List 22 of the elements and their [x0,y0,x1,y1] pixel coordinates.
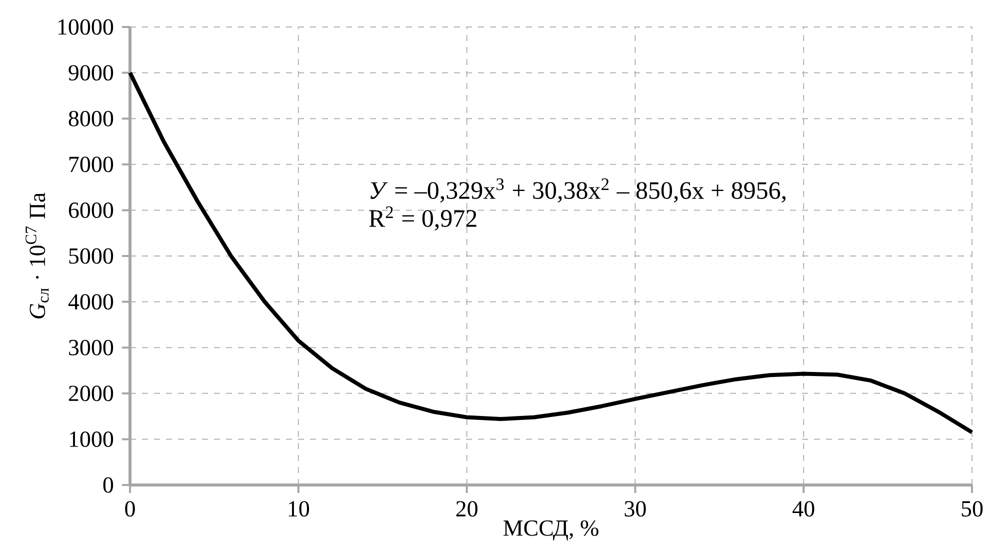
x-tick-label: 50 [962,501,983,517]
y-tick-label: 9000 [68,65,114,81]
y-tick-label: 4000 [68,294,114,310]
y-axis-title: G$_{сл}$ · 10$^{С7}$ Па [26,192,49,318]
y-tick-label: 2000 [68,386,114,402]
x-tick-label: 10 [288,501,310,517]
y-tick-label: 8000 [68,110,114,126]
x-axis-title: МССД, % [503,520,598,541]
x-tick-label: 0 [125,501,135,517]
line-series [128,70,974,434]
y-tick-label: 0 [103,477,114,493]
annotation: R$^{2}$ = 0,972 [369,206,476,231]
annotation: У = –0,329x$^{3}$ + 30,38x$^{2}$ – 850,6x + 8956, [370,178,786,203]
y-tick-label: 3000 [69,340,114,356]
x-tick-label: 30 [624,501,646,517]
y-tick-label: 1000 [70,431,114,447]
y-tick-label: 5000 [69,248,114,264]
y-tick-label: 7000 [69,156,114,172]
x-tick-label: 40 [792,501,814,517]
x-tick-label: 20 [456,501,478,517]
y-tick-label: 6000 [68,202,114,218]
y-tick-label: 10000 [58,19,114,35]
